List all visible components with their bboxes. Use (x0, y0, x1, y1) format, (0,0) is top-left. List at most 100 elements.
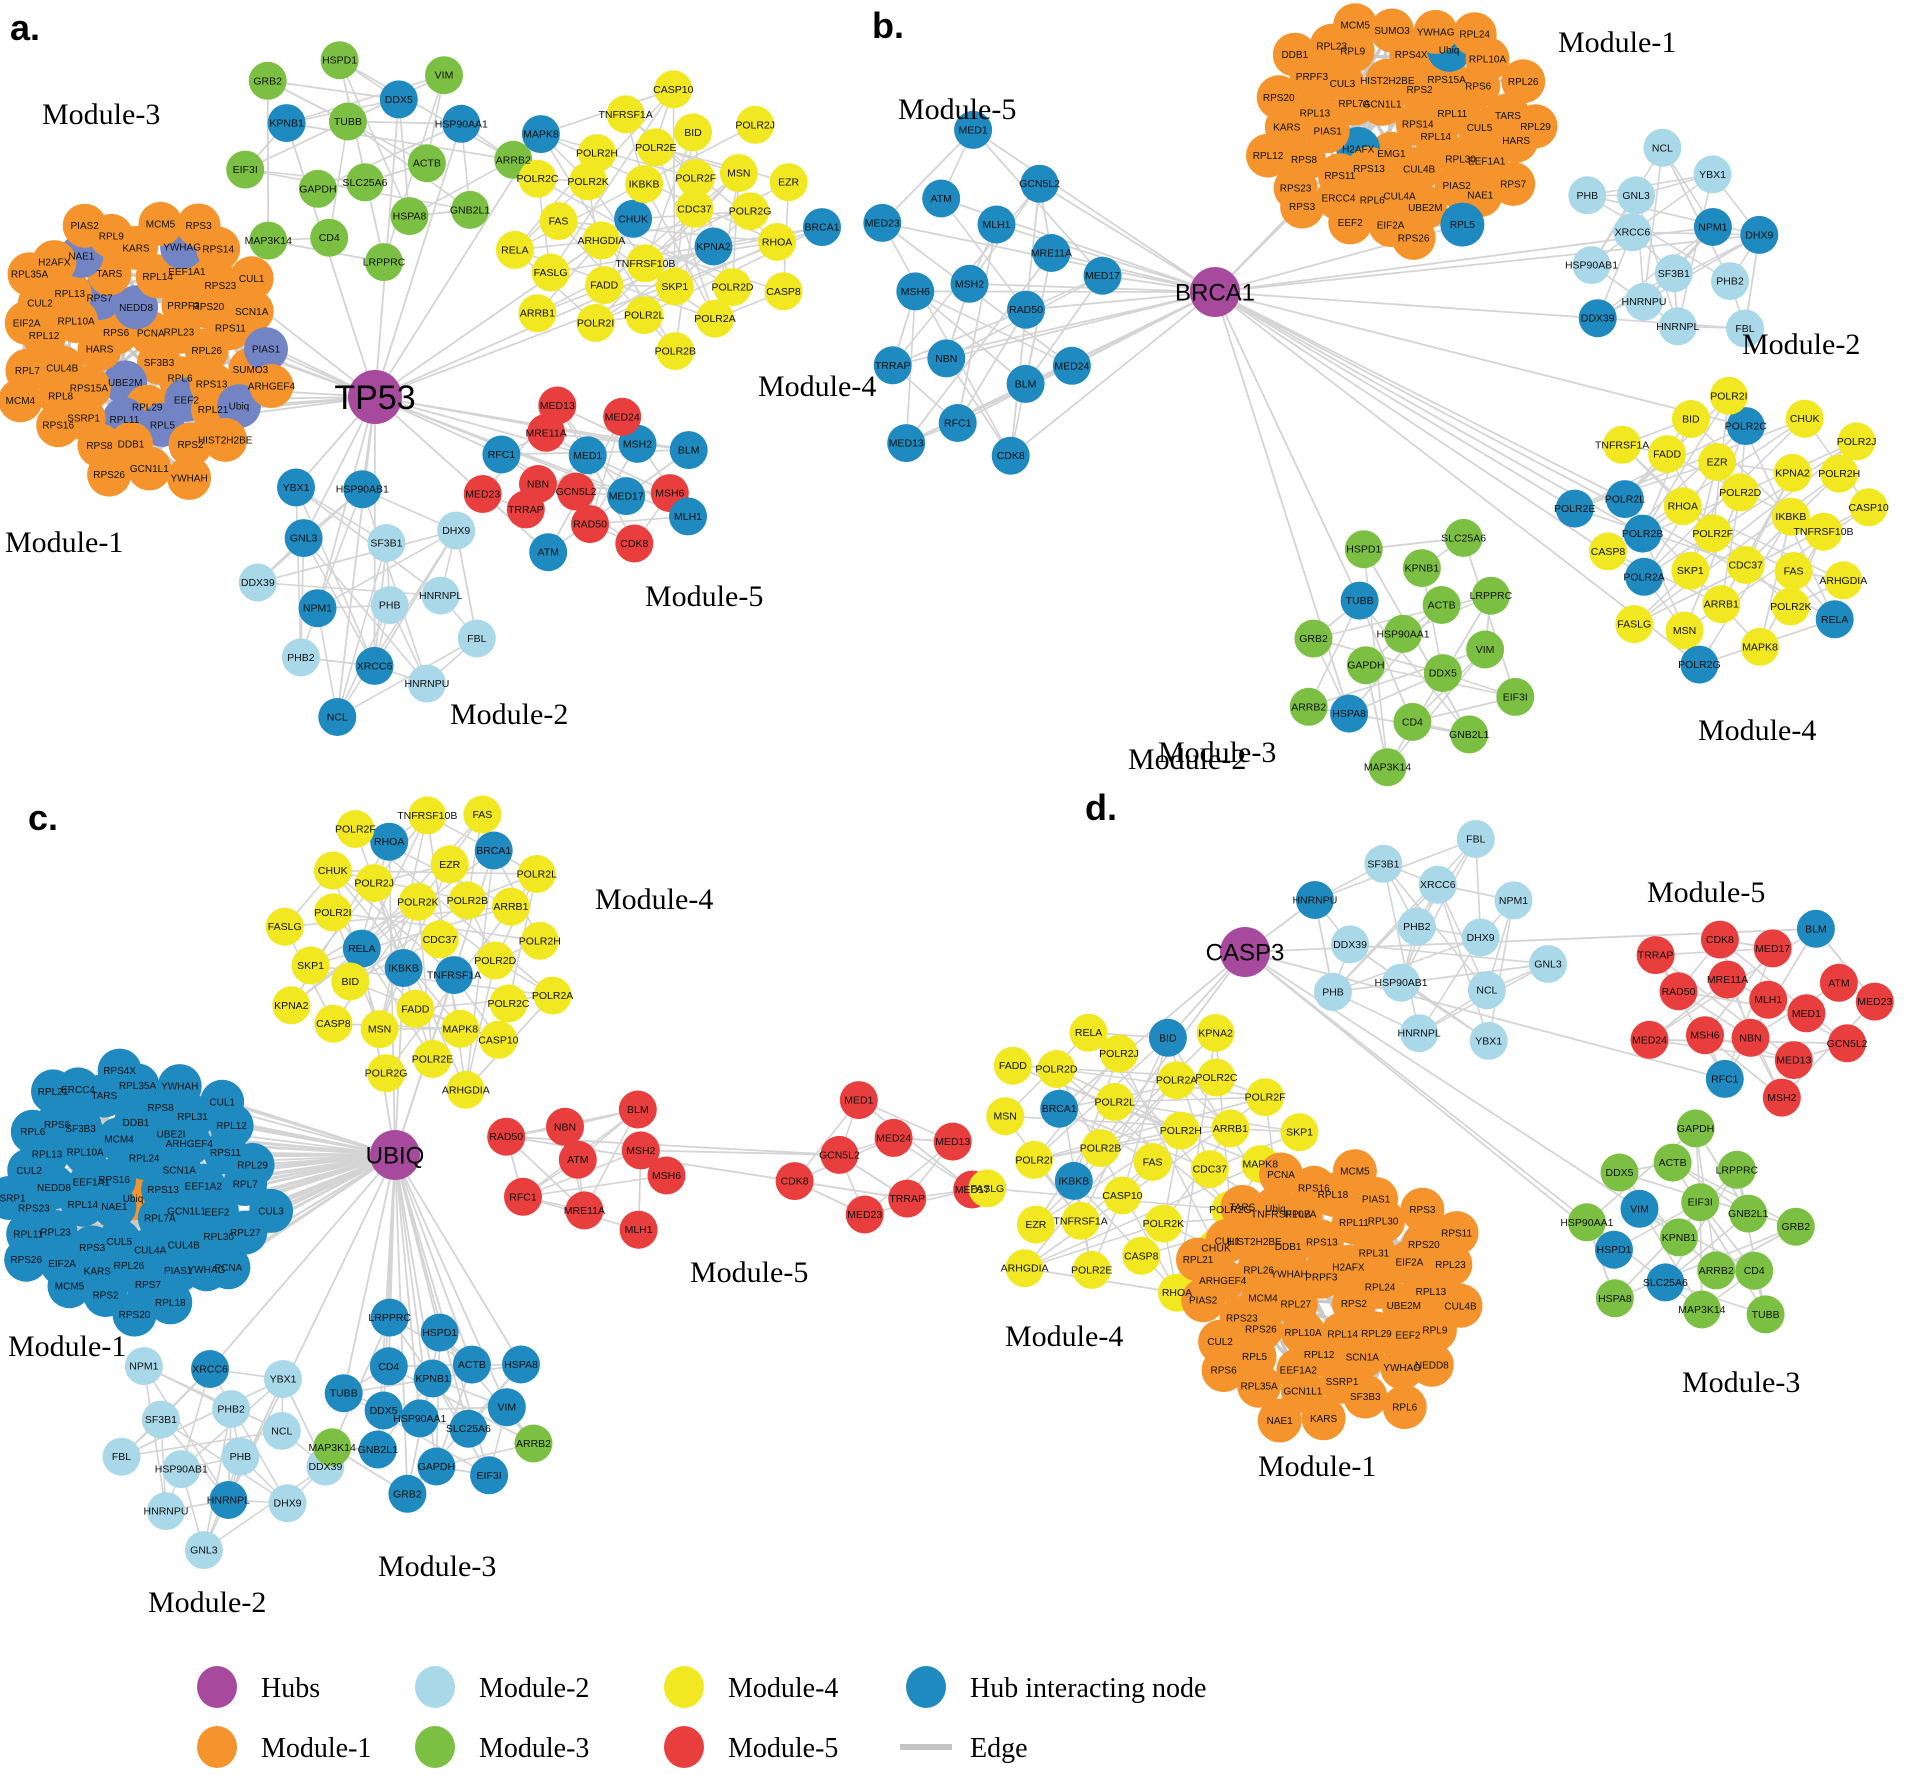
protein-node-label: RPL12 (1304, 1350, 1335, 1361)
protein-node-label: TNFRSF1A (427, 970, 481, 982)
protein-node (112, 1292, 157, 1337)
edge (1099, 1032, 1217, 1149)
protein-node-label: Ubiq (123, 1194, 144, 1205)
hub-label: CASP3 (1206, 940, 1285, 967)
protein-node-label: MED1 (959, 124, 988, 136)
edge (1462, 537, 1517, 698)
protein-node (1819, 963, 1858, 1002)
protein-node-label: SCN1A (163, 1166, 197, 1177)
protein-node-label: HARS (1502, 136, 1530, 147)
protein-node-label: POLR2I (314, 907, 351, 919)
protein-node (1015, 1140, 1053, 1179)
protein-node-label: KPNA2 (274, 1000, 309, 1012)
protein-node-label: MED24 (876, 1132, 911, 1144)
legend-label: Module-3 (479, 1733, 589, 1764)
protein-node (694, 227, 733, 266)
protein-node-label: MLH1 (674, 511, 702, 523)
protein-node-label: EEF2 (1338, 218, 1363, 229)
protein-node-label: POLR2A (694, 313, 735, 325)
protein-node (618, 1090, 657, 1129)
protein-node-label: SF3B1 (370, 538, 402, 550)
protein-node (1272, 32, 1317, 77)
protein-node (568, 436, 607, 475)
protein-node-label: EEF1A1 (1468, 156, 1506, 167)
protein-node (647, 1156, 686, 1195)
protein-node (476, 941, 515, 980)
protein-node (1828, 1024, 1867, 1063)
protein-node-label: PRPF3 (1296, 72, 1329, 83)
protein-node-label: FADD (999, 1060, 1027, 1072)
protein-node-label: PIAS1 (252, 345, 281, 356)
protein-node-label: EEF2 (1395, 1331, 1420, 1342)
edge (143, 1365, 283, 1432)
hub-edge (1214, 291, 1747, 427)
protein-node-label: SSRP1 (0, 1194, 26, 1205)
protein-node-label: EEF1A1 (73, 1178, 111, 1189)
protein-node-label: MED24 (1054, 360, 1089, 372)
protein-node (531, 253, 570, 292)
protein-node (124, 1347, 163, 1386)
protein-node (1774, 552, 1813, 590)
protein-node (1257, 1398, 1302, 1443)
protein-node (369, 1347, 408, 1386)
protein-node-label: POLR2H (576, 148, 618, 160)
protein-node-label: FASLG (1617, 619, 1651, 631)
hub-edge (1010, 291, 1216, 457)
protein-node (1740, 215, 1779, 254)
edge (1643, 440, 1858, 578)
protein-node (863, 203, 902, 242)
protein-node (1103, 1176, 1142, 1215)
protein-node (986, 1097, 1025, 1136)
protein-node-label: POLR2L (1095, 1096, 1135, 1108)
protein-node (1370, 8, 1414, 53)
protein-node (367, 524, 406, 562)
protein-node-label: EIF2A (1396, 1258, 1424, 1269)
protein-node-label: RPL14 (1421, 132, 1452, 143)
protein-node-label: ERCC4 (1322, 194, 1356, 205)
protein-node-label: GNL3 (290, 533, 318, 545)
protein-node-label: GNL3 (1534, 959, 1562, 971)
edge (1009, 252, 1053, 456)
protein-node-label: HSP90AA1 (393, 1413, 446, 1425)
hub-edge (342, 1154, 396, 1394)
protein-node-label: RPL11 (1437, 109, 1467, 120)
protein-node (291, 946, 330, 985)
protein-node-label: MED24 (605, 411, 640, 423)
protein-node (1081, 1129, 1120, 1168)
edge (121, 1430, 282, 1458)
protein-node (1603, 425, 1642, 464)
protein-node-label: MED17 (1085, 270, 1120, 282)
protein-node (249, 364, 294, 408)
hub-edges-layer (9, 49, 1836, 1501)
protein-node (977, 205, 1016, 244)
protein-node (331, 962, 370, 1001)
protein-node (264, 1360, 302, 1398)
protein-node-label: BID (342, 976, 360, 988)
protein-node (506, 490, 545, 529)
edge (864, 1140, 954, 1216)
protein-node-label: RPL18 (1318, 1190, 1349, 1201)
protein-node (1709, 376, 1748, 415)
protein-node (1444, 518, 1483, 557)
protein-node-label: RPL9 (1340, 46, 1365, 57)
protein-node-label: RPS16 (1298, 1183, 1330, 1194)
protein-node (619, 1210, 658, 1249)
protein-node-label: POLR2K (1143, 1218, 1184, 1230)
edge (1400, 838, 1477, 984)
protein-node (1491, 161, 1536, 206)
protein-node (533, 976, 572, 1015)
protein-node-label: CASP10 (653, 84, 693, 96)
protein-node-label: RELA (348, 943, 375, 955)
protein-node-label: RPS8 (1291, 155, 1318, 166)
module-label: Module-5 (898, 93, 1016, 126)
protein-node-label: GAPDH (418, 1461, 455, 1473)
protein-node-label: H2AFX (38, 258, 71, 269)
protein-node (839, 1081, 878, 1120)
protein-node-label: ARRB1 (1704, 599, 1739, 611)
protein-node (1280, 1113, 1319, 1152)
protein-node-label: PHB2 (287, 652, 315, 664)
protein-node-label: GNL3 (1622, 190, 1650, 202)
hub-edge (394, 1154, 473, 1365)
protein-node-label: CDK8 (1706, 934, 1734, 946)
protein-node (364, 1391, 403, 1430)
